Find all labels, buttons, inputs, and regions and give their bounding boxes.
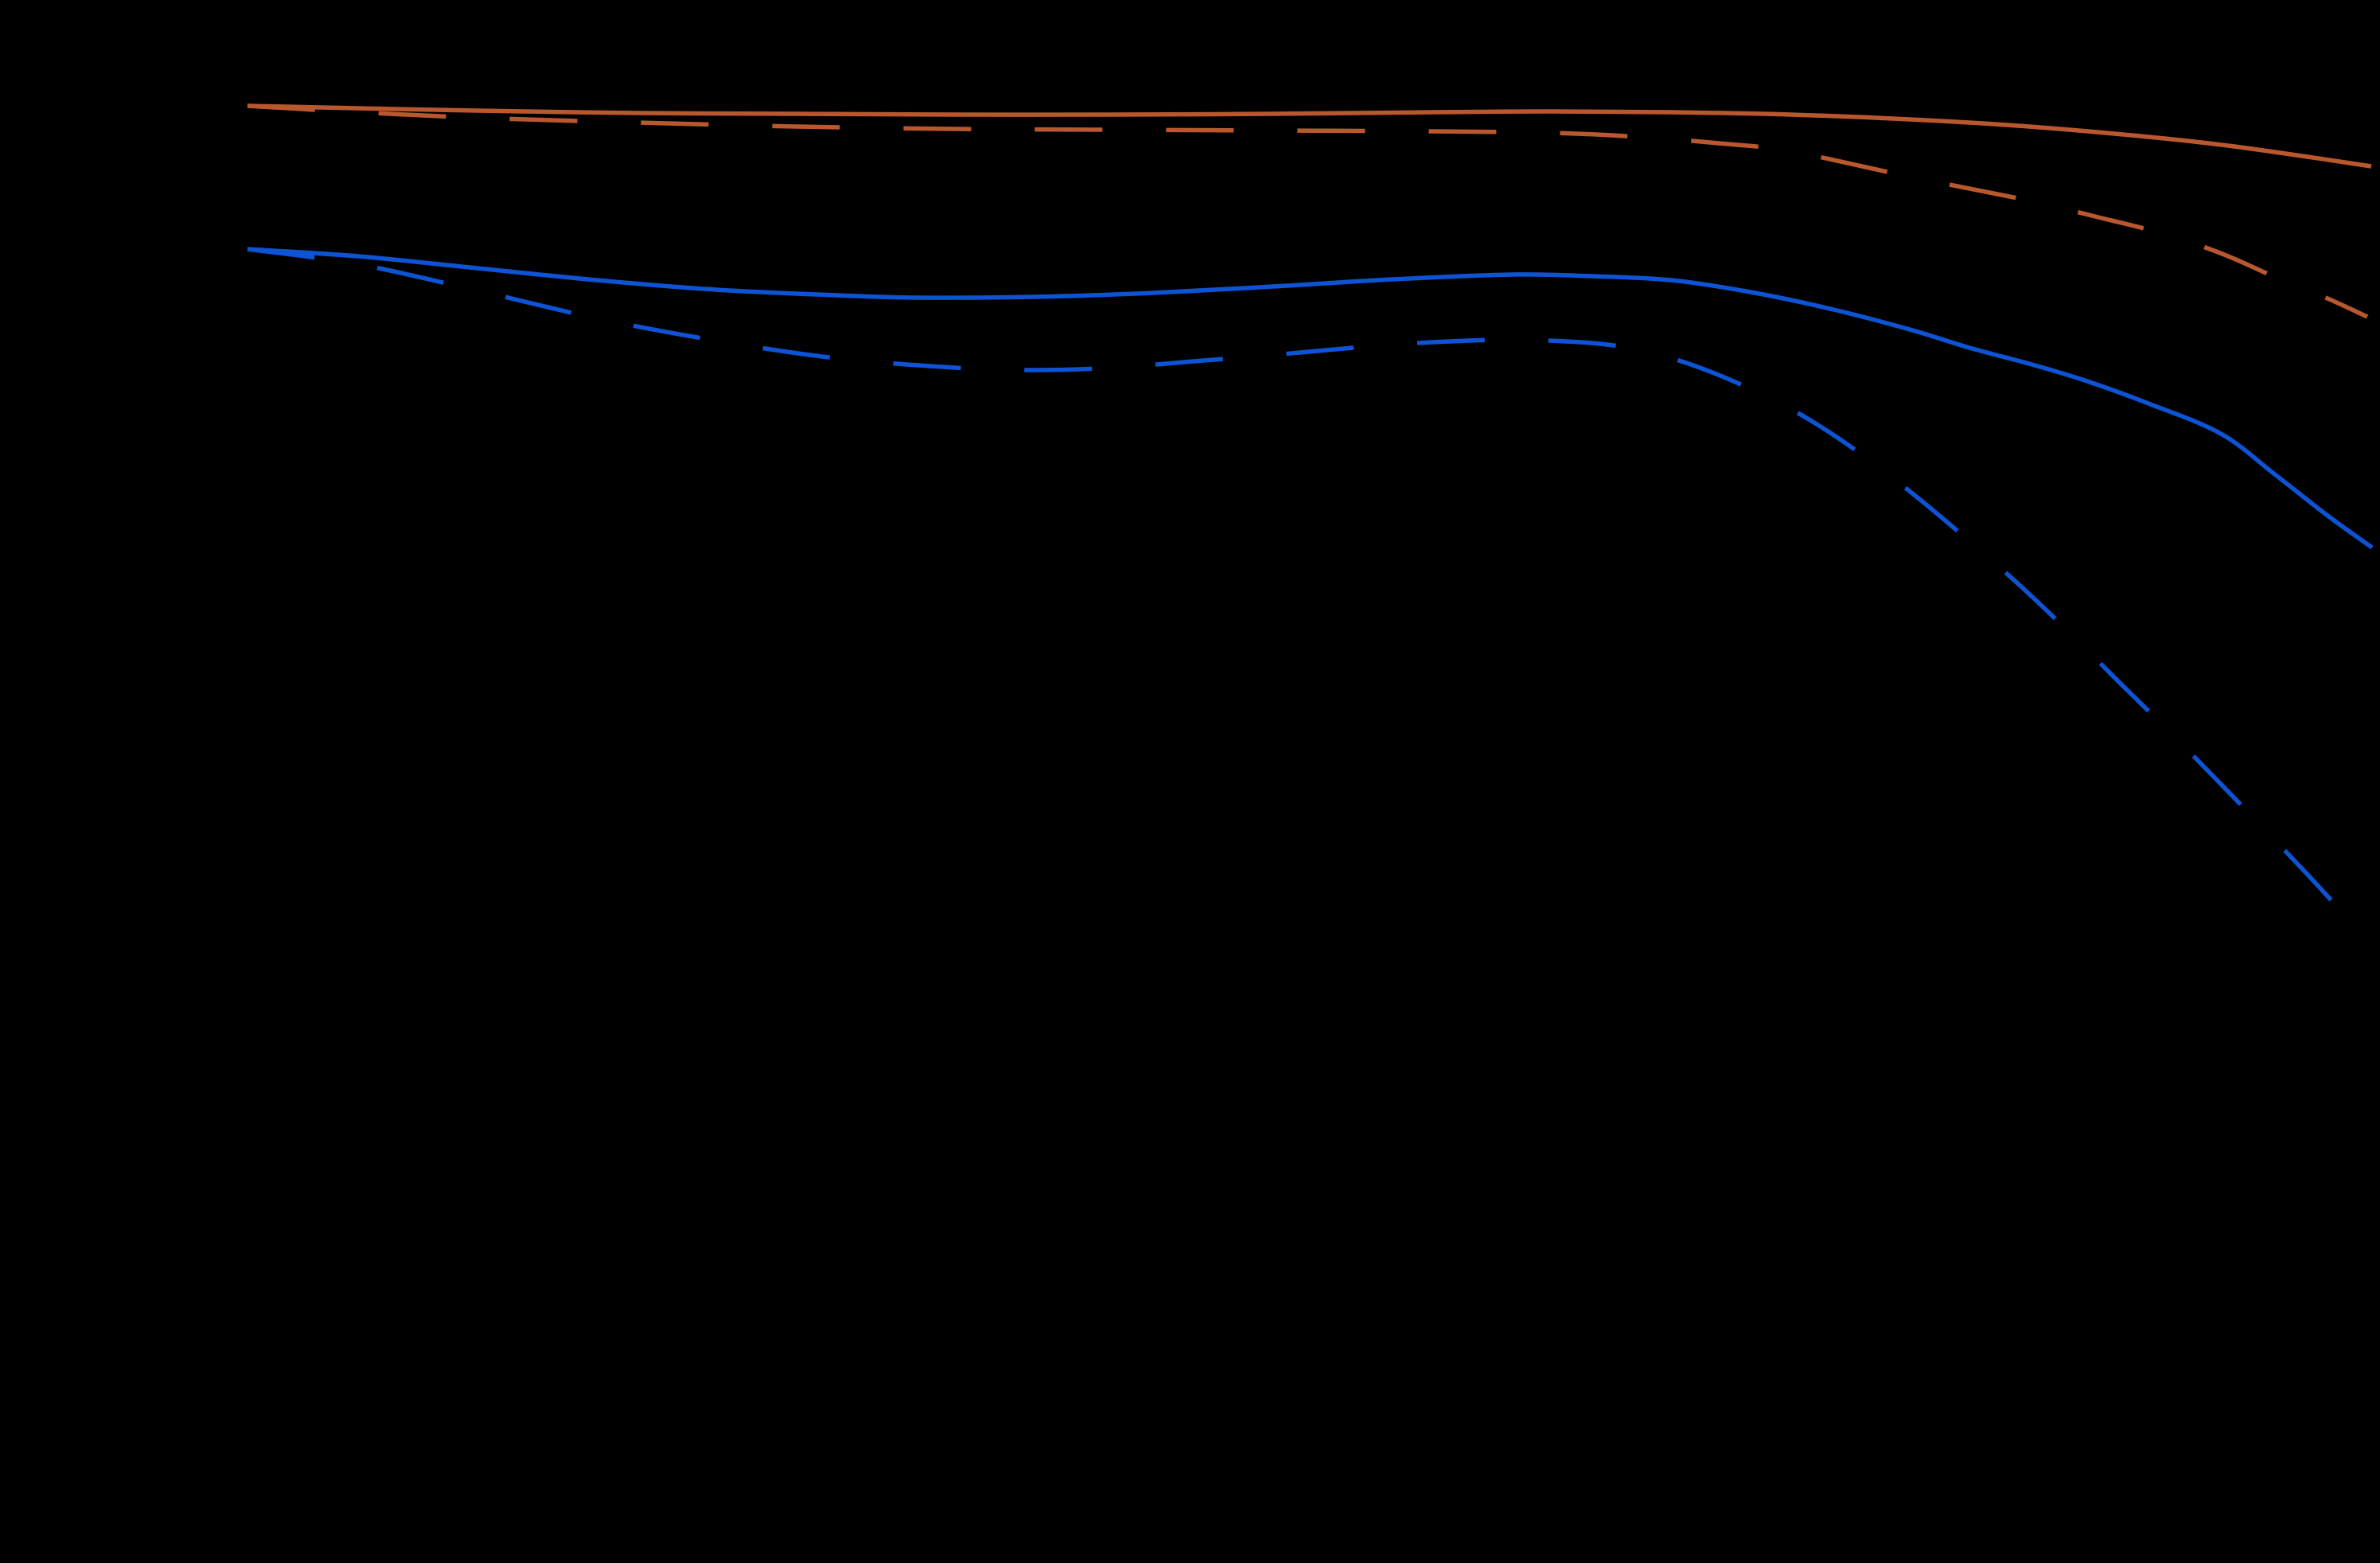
series-blue-solid-line — [247, 247, 2374, 550]
series-blue-dashed-line — [247, 247, 2346, 915]
series-orange-solid-line — [247, 103, 2372, 169]
